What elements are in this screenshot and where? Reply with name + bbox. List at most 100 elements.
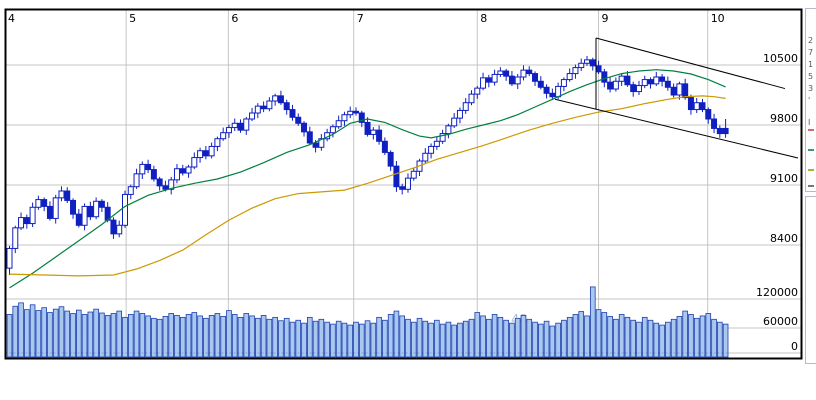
volume-bar (179, 316, 186, 358)
candle-up (480, 77, 487, 89)
candle-up (555, 85, 562, 98)
candle-down (682, 83, 689, 99)
candle-up (514, 76, 521, 85)
candle-down (601, 71, 608, 83)
volume-bar (624, 316, 631, 358)
volume-bar (255, 317, 261, 358)
volume-bar (243, 313, 250, 358)
volume-bar (278, 320, 284, 358)
volume-bar (110, 313, 117, 358)
candle-down (722, 127, 729, 135)
legend-color-mark (808, 129, 814, 131)
candle-down (716, 127, 723, 135)
volume-bar (47, 312, 53, 358)
candle-up (641, 79, 648, 87)
candle-up (122, 193, 128, 226)
candle-down (532, 73, 539, 82)
volume-bar (81, 314, 88, 358)
volume-bar (139, 313, 146, 358)
candle-down (549, 92, 556, 98)
volume-bar (653, 322, 660, 358)
volume-bar (237, 316, 244, 358)
volume-bar (532, 321, 538, 358)
volume-bar (584, 315, 590, 358)
volume-bar (717, 321, 723, 358)
volume-bar (665, 321, 671, 358)
volume-bar (676, 315, 683, 358)
volume-bar (64, 310, 71, 358)
volume-bar (520, 315, 527, 358)
volume-bar (555, 322, 561, 358)
volume-bar (630, 319, 636, 358)
trendline (595, 37, 786, 90)
candle-up (58, 190, 65, 199)
candle-up (243, 118, 250, 131)
price-axis-label: 8400 (770, 232, 798, 245)
volume-bar (24, 309, 30, 358)
volume-bar (509, 322, 515, 358)
candle-up (318, 138, 325, 148)
volume-bar (324, 321, 330, 358)
volume-bar (462, 320, 469, 358)
volume-bar (266, 318, 273, 358)
candle-up (93, 200, 100, 218)
candle-up (214, 138, 221, 147)
side-panel-text-fragment: ' (808, 96, 811, 105)
candle-up (404, 177, 411, 190)
candle-up (433, 140, 440, 147)
candle-down (659, 76, 666, 82)
volume-bar (330, 323, 336, 358)
candle-up (173, 168, 180, 181)
volume-bar (468, 318, 475, 358)
price-axis-label: 10500 (763, 52, 798, 65)
volume-bar (185, 314, 192, 358)
volume-bar (87, 311, 94, 358)
candle-down (289, 109, 296, 118)
candle-down (98, 200, 105, 208)
legend-color-mark (808, 185, 814, 187)
volume-bar (35, 310, 42, 358)
candle-down (664, 80, 671, 88)
volume-bar (561, 319, 567, 358)
volume-bar (486, 318, 492, 358)
volume-bar (699, 315, 706, 358)
candle-up (491, 73, 498, 83)
candle-up (456, 109, 463, 119)
volume-bar (145, 315, 151, 358)
volume-bar (12, 305, 19, 358)
volume-bar (306, 316, 313, 358)
candle-up (370, 129, 377, 135)
candle-down (589, 59, 596, 67)
volume-bars (5, 286, 729, 358)
candle-up (341, 114, 348, 122)
chart-frame (4, 8, 803, 360)
volume-bar (318, 318, 325, 358)
candle-down (277, 95, 284, 104)
candle-down (145, 163, 152, 171)
volume-bar (58, 306, 65, 358)
volume-bar (480, 315, 486, 358)
volume-bar (289, 321, 296, 358)
volume-bar (29, 304, 36, 358)
volume-bar (491, 314, 498, 358)
candle-up (127, 186, 134, 195)
volume-bar (260, 315, 267, 358)
candle-up (693, 102, 700, 111)
candle-down (64, 190, 71, 201)
price-axis-label: 9800 (770, 112, 798, 125)
volume-bar (722, 323, 729, 358)
candle-up (468, 93, 475, 104)
candle-down (260, 105, 267, 110)
volume-bar (52, 308, 59, 358)
volume-bar (659, 324, 665, 358)
candle-up (81, 205, 88, 226)
volume-bar (376, 316, 382, 358)
volume-bar (688, 314, 694, 358)
volume-bar (422, 320, 429, 358)
candle-down (687, 97, 694, 111)
candle-up (139, 163, 146, 175)
month-label: 10 (711, 12, 725, 25)
candle-up (52, 197, 59, 219)
